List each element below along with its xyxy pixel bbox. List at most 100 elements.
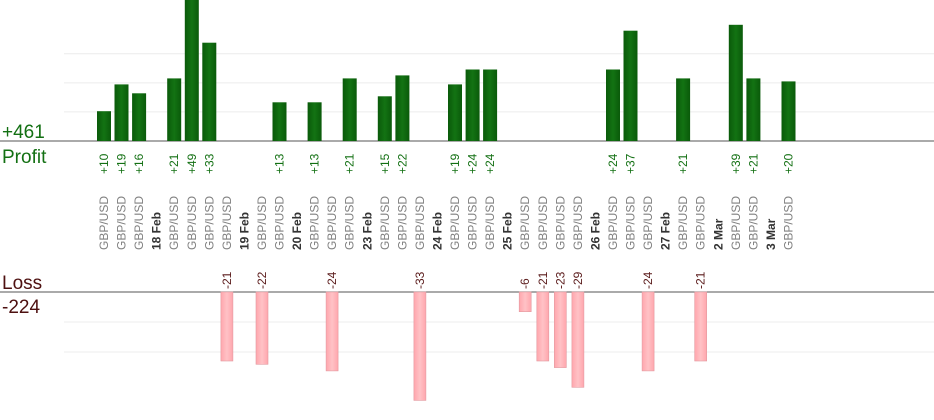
- profit-value-label: +21: [167, 153, 181, 174]
- loss-bar: [518, 291, 532, 313]
- profit-bar: [483, 69, 498, 141]
- profit-bar: [97, 111, 111, 141]
- loss-bars: [220, 291, 708, 401]
- date-label: 2 Mar: [711, 218, 725, 250]
- pair-label: GBP/USD: [606, 196, 620, 250]
- profit-bar: [728, 24, 743, 141]
- pair-label: GBP/USD: [782, 196, 796, 250]
- profit-value-label: +13: [308, 153, 322, 174]
- profit-bar: [184, 0, 199, 141]
- pair-label: GBP/USD: [325, 196, 339, 250]
- pair-label: GBP/USD: [676, 196, 690, 250]
- date-label: 26 Feb: [588, 212, 602, 250]
- date-label: 20 Feb: [290, 212, 304, 250]
- pair-label: GBP/USD: [624, 196, 638, 250]
- profit-bar: [448, 84, 462, 141]
- profit-bar: [746, 78, 761, 141]
- pair-label: GBP/USD: [746, 196, 760, 250]
- profit-value-label: +20: [782, 153, 796, 174]
- pair-label: GBP/USD: [115, 196, 129, 250]
- profit-bar: [342, 78, 357, 141]
- loss-value-label: -22: [255, 271, 269, 289]
- date-label: 18 Feb: [150, 212, 164, 250]
- loss-bar: [255, 291, 269, 365]
- profit-value-label: +24: [606, 153, 620, 174]
- pair-label: GBP/USD: [273, 196, 287, 250]
- profit-bar: [623, 30, 638, 142]
- pair-label: GBP/USD: [308, 196, 322, 250]
- pair-label: GBP/USD: [466, 196, 480, 250]
- profit-bar: [272, 102, 287, 141]
- profit-value-label: +22: [395, 153, 409, 174]
- profit-value-label: +10: [97, 153, 111, 174]
- loss-bar: [536, 291, 550, 362]
- profit-bar: [781, 81, 796, 141]
- loss-bar: [553, 291, 567, 368]
- date-label: 24 Feb: [430, 212, 444, 250]
- pair-label: GBP/USD: [553, 196, 567, 250]
- profit-value-label: +13: [273, 153, 287, 174]
- profit-bar: [167, 78, 182, 141]
- loss-bar: [220, 291, 234, 362]
- profit-bar: [132, 93, 147, 141]
- profit-value-label: +24: [466, 153, 480, 174]
- pair-label: GBP/USD: [132, 196, 146, 250]
- pair-label: GBP/USD: [729, 196, 743, 250]
- pair-label: GBP/USD: [97, 196, 111, 250]
- profit-bar: [676, 78, 691, 141]
- date-label: 19 Feb: [237, 212, 251, 250]
- loss-value-label: -33: [413, 271, 427, 289]
- pair-label: GBP/USD: [378, 196, 392, 250]
- pair-label: GBP/USD: [255, 196, 269, 250]
- pair-label: GBP/USD: [571, 196, 585, 250]
- pair-label: GBP/USD: [202, 196, 216, 250]
- loss-value-label: -21: [694, 271, 708, 289]
- value-labels: +10 +19 +16 +21 +49 +33-21 -22+13 +13-24+21 +15 +…: [97, 153, 796, 289]
- pair-label: GBP/USD: [167, 196, 181, 250]
- loss-value-label: -29: [571, 271, 585, 289]
- pair-label: GBP/USD: [220, 196, 234, 250]
- loss-bar: [641, 291, 655, 372]
- pair-label: GBP/USD: [185, 196, 199, 250]
- loss-bar: [413, 291, 427, 401]
- profit-bar: [606, 69, 620, 141]
- profit-value-label: +37: [624, 153, 638, 174]
- loss-value-label: -24: [325, 271, 339, 289]
- pair-label: GBP/USD: [641, 196, 655, 250]
- pair-label: GBP/USD: [694, 196, 708, 250]
- date-label: 3 Mar: [764, 218, 778, 250]
- pair-label: GBP/USD: [536, 196, 550, 250]
- loss-bar: [325, 291, 339, 372]
- pair-label: GBP/USD: [448, 196, 462, 250]
- profit-value-label: +21: [676, 153, 690, 174]
- profit-value-label: +16: [132, 153, 146, 174]
- loss-value-label: -21: [220, 271, 234, 289]
- profit-value-label: +49: [185, 153, 199, 174]
- profit-value-label: +21: [343, 153, 357, 174]
- profit-bar: [465, 69, 480, 141]
- loss-value-label: -23: [553, 271, 567, 289]
- loss-value-label: -21: [536, 271, 550, 289]
- pair-label: GBP/USD: [413, 196, 427, 250]
- profit-bar: [114, 84, 129, 141]
- profit-bar: [202, 42, 217, 142]
- profit-value-label: +21: [746, 153, 760, 174]
- profit-value-label: +33: [202, 153, 216, 174]
- pair-label: GBP/USD: [395, 196, 409, 250]
- pair-label: GBP/USD: [483, 196, 497, 250]
- profit-label: Profit: [2, 147, 47, 168]
- loss-gridlines: [64, 321, 934, 353]
- date-label: 23 Feb: [360, 212, 374, 250]
- profit-bars: [97, 0, 796, 142]
- profit-bar: [377, 96, 392, 141]
- profit-value-label: +15: [378, 153, 392, 174]
- pair-label: GBP/USD: [343, 196, 357, 250]
- date-label: 25 Feb: [501, 212, 515, 250]
- loss-total: -224: [2, 297, 40, 318]
- profit-value-label: +19: [115, 153, 129, 174]
- loss-value-label: -24: [641, 271, 655, 289]
- profit-bar: [395, 75, 410, 141]
- loss-value-label: -6: [518, 278, 532, 289]
- x-axis-labels: GBP/USD GBP/USD GBP/USD 18 Feb GBP/USD GBP/US…: [97, 196, 796, 250]
- pair-label: GBP/USD: [518, 196, 532, 250]
